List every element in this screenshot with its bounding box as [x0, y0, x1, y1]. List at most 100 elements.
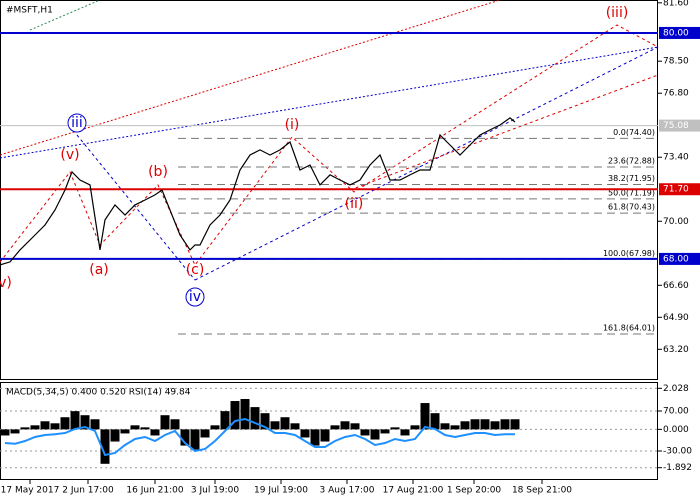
x-tick-label: 2 Jun 17:00 — [62, 486, 114, 496]
y-tick-label: 66.60 — [663, 281, 689, 291]
macd-bar — [160, 415, 170, 430]
level-label: 80.00 — [663, 28, 689, 38]
macd-bar — [220, 411, 230, 430]
macd-bar — [380, 429, 390, 434]
trend-line — [0, 0, 501, 156]
wave-label: (iii) — [606, 5, 629, 21]
macd-bar — [50, 423, 60, 430]
level-label: 71.70 — [663, 185, 689, 195]
y-tick-label: 70.00 — [663, 217, 689, 227]
level-box — [659, 252, 700, 265]
y-tick-label: 0.000 — [663, 425, 689, 435]
macd-bar — [130, 425, 140, 430]
y-tick-label: 64.90 — [663, 313, 689, 323]
wave-circle — [67, 113, 87, 133]
macd-bar — [20, 427, 30, 430]
wave-label: (i) — [285, 117, 300, 133]
macd-bar — [210, 425, 220, 430]
macd-bar — [290, 423, 300, 430]
wave-label: (v) — [60, 147, 79, 163]
fib-label: 0.0(74.40) — [613, 128, 655, 137]
macd-bar — [120, 429, 130, 434]
macd-bar — [190, 429, 200, 450]
macd-bar — [490, 421, 500, 430]
macd-bar — [60, 417, 70, 430]
macd-bar — [330, 425, 340, 430]
macd-bar — [40, 421, 50, 430]
macd-bar — [80, 415, 90, 430]
y-tick-label: 63.20 — [663, 345, 689, 355]
wave-path — [0, 24, 659, 266]
x-tick-label: 18 Sep 21:00 — [512, 486, 572, 496]
trend-line — [194, 46, 659, 281]
price-line — [0, 117, 516, 266]
current-price-label: 75.08 — [663, 121, 689, 131]
trend-line — [0, 46, 659, 159]
macd-bar — [400, 429, 410, 436]
x-tick-label: 16 Jun 21:00 — [126, 486, 183, 496]
macd-bar — [260, 413, 270, 430]
macd-bar — [430, 413, 440, 430]
y-tick-label: 76.80 — [663, 89, 689, 99]
macd-bar — [30, 425, 40, 430]
fib-label: 50.0(71.19) — [608, 188, 655, 197]
macd-bar — [100, 429, 110, 464]
wave-label: iii — [71, 115, 83, 131]
y-tick-label: 2.028 — [663, 384, 689, 394]
macd-bar — [110, 429, 120, 442]
macd-bar — [140, 427, 150, 430]
macd-bar — [280, 417, 290, 430]
x-tick-label: 19 Jul 19:00 — [254, 486, 308, 496]
macd-bar — [240, 399, 250, 430]
macd-bar — [350, 423, 360, 430]
wave-label: (ii) — [345, 196, 364, 212]
level-box — [659, 26, 700, 39]
macd-bar — [470, 419, 480, 430]
y2-tick-label: -30.00 — [663, 447, 692, 457]
price-box — [659, 119, 700, 132]
macd-bar — [70, 411, 80, 430]
macd-bar — [370, 429, 380, 440]
fib-label: 161.8(64.01) — [603, 324, 655, 333]
fib-label: 38.2(71.95) — [608, 174, 655, 183]
macd-bar — [500, 419, 510, 430]
macd-bar — [270, 421, 280, 430]
macd-bar — [230, 401, 240, 430]
macd-bar — [90, 419, 100, 430]
trend-lines — [0, 0, 659, 281]
y-tick-label: 78.50 — [663, 57, 689, 67]
wave-label: v) — [0, 275, 12, 291]
panel-title: MACD(5,34,5) 0.400 0.520 RSI(14) 49.84 — [6, 388, 191, 398]
macd-bar — [390, 427, 400, 430]
y-tick-label: 81.60 — [663, 0, 689, 8]
level-box — [659, 183, 700, 196]
macd-bar — [320, 429, 330, 442]
macd-bar — [440, 423, 450, 430]
macd-bar — [150, 429, 160, 436]
wave-circle — [185, 287, 205, 307]
macd-bar — [0, 429, 10, 436]
macd-bar — [410, 425, 420, 430]
macd-bar — [200, 429, 210, 438]
fib-label: 61.8(70.43) — [608, 203, 655, 212]
wave-label: iv — [189, 289, 201, 305]
macd-bar — [310, 429, 320, 446]
macd-bar — [340, 421, 350, 430]
macd-bar — [510, 419, 520, 430]
wave-label: (b) — [148, 164, 168, 180]
chart-title: #MSFT,H1 — [6, 6, 53, 16]
y-tick-label: -1.892 — [663, 463, 692, 473]
macd-bar — [170, 419, 180, 430]
level-label: 68.00 — [663, 254, 689, 264]
trend-line — [349, 74, 659, 191]
macd-bar — [250, 407, 260, 430]
macd-bar — [180, 429, 190, 446]
macd-bar — [460, 421, 470, 430]
fib-label: 23.6(72.88) — [608, 157, 655, 166]
x-tick-label: 1 Sep 20:00 — [447, 486, 502, 496]
macd-bar — [300, 429, 310, 438]
x-tick-label: 3 Aug 17:00 — [320, 486, 375, 496]
x-tick-label: 17 Aug 21:00 — [383, 486, 444, 496]
